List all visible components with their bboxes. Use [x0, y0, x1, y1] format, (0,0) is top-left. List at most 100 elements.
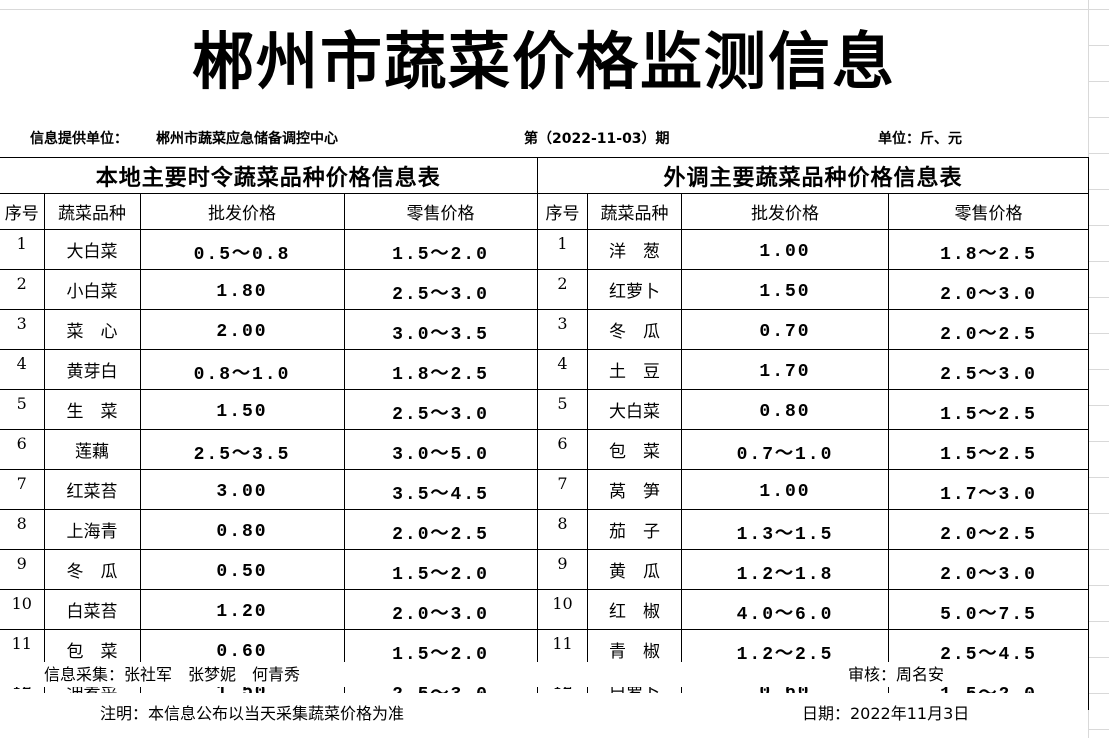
cell-seq: 3 — [0, 309, 45, 350]
cell-retail: 1.8～2.5 — [343, 349, 538, 390]
table-row: 2 红萝卜 1.50 2.0～3.0 — [537, 269, 1090, 310]
cell-name: 红菜苔 — [43, 469, 141, 510]
cell-retail: 3.0～5.0 — [343, 429, 538, 470]
cell-retail: 1.5～2.5 — [887, 429, 1090, 470]
col-name: 蔬菜品种 — [43, 193, 141, 230]
cell-name: 生 菜 — [43, 389, 141, 430]
cell-retail: 1.5～2.0 — [343, 549, 538, 590]
table-row: 7 红菜苔 3.00 3.5～4.5 — [0, 469, 538, 510]
cell-retail: 1.8～2.5 — [887, 229, 1090, 270]
cell-wholesale: 1.00 — [681, 469, 889, 510]
col-seq: 序号 — [0, 193, 45, 230]
cell-name: 黄芽白 — [43, 349, 141, 390]
cell-seq: 8 — [537, 509, 588, 550]
cell-name: 大白菜 — [587, 389, 682, 430]
cell-seq: 6 — [537, 429, 588, 470]
cell-retail: 2.0～3.0 — [887, 549, 1090, 590]
table-row: 10 红 椒 4.0～6.0 5.0～7.5 — [537, 589, 1090, 630]
cell-name: 洋 葱 — [587, 229, 682, 270]
issue-number: 第（2022-11-03）期 — [524, 131, 670, 147]
cell-name: 白菜苔 — [43, 589, 141, 630]
cell-wholesale: 0.70 — [681, 309, 889, 350]
cell-wholesale: 1.3～1.5 — [681, 509, 889, 550]
cell-name: 茄 子 — [587, 509, 682, 550]
table-row: 2 小白菜 1.80 2.5～3.0 — [0, 269, 538, 310]
cell-wholesale: 1.20 — [139, 589, 345, 630]
col-retail: 零售价格 — [343, 193, 538, 230]
cell-seq: 1 — [0, 229, 45, 270]
cell-retail: 2.0～2.5 — [343, 509, 538, 550]
cell-seq: 5 — [0, 389, 45, 430]
cell-wholesale: 0.50 — [139, 549, 345, 590]
col-name: 蔬菜品种 — [587, 193, 682, 230]
cell-retail: 1.5～2.0 — [343, 229, 538, 270]
cell-seq: 4 — [0, 349, 45, 390]
cell-seq: 5 — [537, 389, 588, 430]
cell-name: 上海青 — [43, 509, 141, 550]
cell-name: 土 豆 — [587, 349, 682, 390]
cell-wholesale: 0.8～1.0 — [139, 349, 345, 390]
cell-seq: 6 — [0, 429, 45, 470]
cell-retail: 3.0～3.5 — [343, 309, 538, 350]
note-row: 注明：本信息公布以当天采集蔬菜价格为准 日期：2022年11月3日 — [0, 693, 1088, 732]
col-retail: 零售价格 — [887, 193, 1090, 230]
table-row: 6 莲藕 2.5～3.5 3.0～5.0 — [0, 429, 538, 470]
cell-name: 包 菜 — [587, 429, 682, 470]
cell-name: 小白菜 — [43, 269, 141, 310]
cell-wholesale: 4.0～6.0 — [681, 589, 889, 630]
cell-seq: 8 — [0, 509, 45, 550]
reviewer: 审核：周名安 — [848, 665, 945, 684]
page-title: 郴州市蔬菜价格监测信息 — [0, 22, 1088, 120]
col-wholesale: 批发价格 — [139, 193, 345, 230]
cell-name: 大白菜 — [43, 229, 141, 270]
unit-label: 单位：斤、元 — [878, 131, 962, 147]
col-seq: 序号 — [537, 193, 588, 230]
table-row: 5 大白菜 0.80 1.5～2.5 — [537, 389, 1090, 430]
provider-name: 郴州市蔬菜应急储备调控中心 — [156, 131, 338, 147]
footer-row: 信息采集：张社军 张梦妮 何青秀 审核：周名安 — [0, 662, 1088, 687]
local-price-table: 本地主要时令蔬菜品种价格信息表 序号 蔬菜品种 批发价格 零售价格 1 大白菜 0.… — [0, 157, 538, 710]
cell-wholesale: 1.70 — [681, 349, 889, 390]
cell-retail: 2.5～3.0 — [343, 269, 538, 310]
cell-wholesale: 1.50 — [139, 389, 345, 430]
cell-wholesale: 2.00 — [139, 309, 345, 350]
cell-retail: 2.0～2.5 — [887, 509, 1090, 550]
cell-wholesale: 1.50 — [681, 269, 889, 310]
cell-seq: 7 — [537, 469, 588, 510]
report-date: 日期：2022年11月3日 — [802, 704, 970, 723]
cell-seq: 2 — [537, 269, 588, 310]
cell-wholesale: 3.00 — [139, 469, 345, 510]
cell-seq: 9 — [0, 549, 45, 590]
cell-name: 冬 瓜 — [43, 549, 141, 590]
cell-wholesale: 1.00 — [681, 229, 889, 270]
cell-retail: 2.5～3.0 — [343, 389, 538, 430]
cell-name: 莲藕 — [43, 429, 141, 470]
cell-retail: 5.0～7.5 — [887, 589, 1090, 630]
cell-seq: 3 — [537, 309, 588, 350]
cell-retail: 2.0～2.5 — [887, 309, 1090, 350]
cell-seq: 1 — [537, 229, 588, 270]
table-row: 1 大白菜 0.5～0.8 1.5～2.0 — [0, 229, 538, 270]
cell-retail: 1.7～3.0 — [887, 469, 1090, 510]
external-table-caption: 外调主要蔬菜品种价格信息表 — [536, 157, 1090, 194]
cell-name: 莴 笋 — [587, 469, 682, 510]
table-row: 4 黄芽白 0.8～1.0 1.8～2.5 — [0, 349, 538, 390]
cell-name: 红 椒 — [587, 589, 682, 630]
col-wholesale: 批发价格 — [681, 193, 889, 230]
cell-wholesale: 0.80 — [681, 389, 889, 430]
cell-wholesale: 2.5～3.5 — [139, 429, 345, 470]
cell-name: 黄 瓜 — [587, 549, 682, 590]
table-row: 10 白菜苔 1.20 2.0～3.0 — [0, 589, 538, 630]
cell-wholesale: 0.80 — [139, 509, 345, 550]
